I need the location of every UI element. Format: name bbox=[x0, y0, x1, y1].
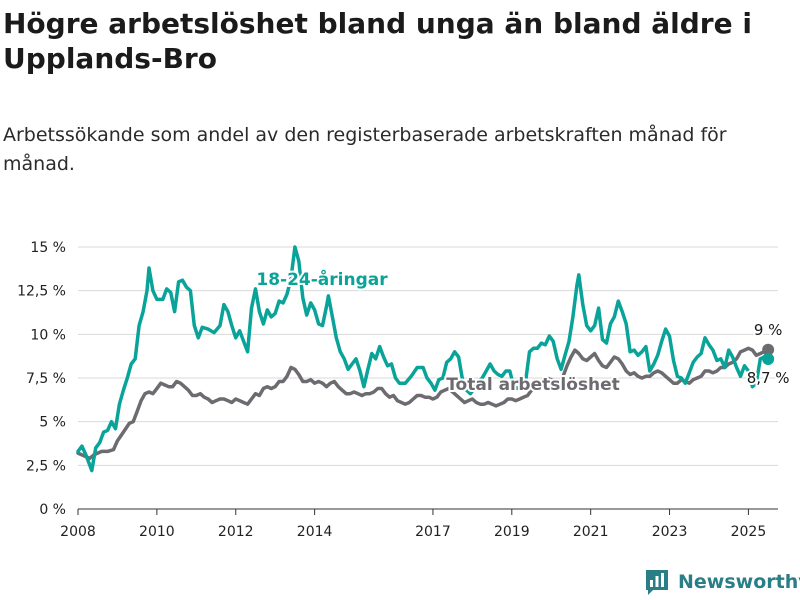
x-tick-label: 2010 bbox=[139, 524, 175, 540]
newsworthy-brand[interactable]: Newsworthy bbox=[644, 567, 800, 597]
series-label-total: Total arbetslöshet bbox=[446, 375, 620, 395]
series-label-youth: 18-24-åringar bbox=[256, 268, 388, 290]
series-lines bbox=[76, 245, 775, 473]
series-line-youth bbox=[76, 245, 770, 473]
series-end-point-youth bbox=[762, 353, 775, 366]
x-tick-label: 2008 bbox=[60, 524, 96, 540]
chart-title: Högre arbetslöshet bland unga än bland ä… bbox=[3, 7, 752, 75]
series-end-point-total bbox=[762, 343, 775, 356]
brand-name: Newsworthy bbox=[678, 571, 800, 593]
end-value-label-youth: 8,7 % bbox=[747, 369, 790, 387]
y-tick-label: 12,5 % bbox=[17, 284, 66, 300]
series-line-total bbox=[76, 346, 770, 461]
x-tick-label: 2019 bbox=[494, 524, 530, 540]
x-tick-label: 2023 bbox=[652, 524, 688, 540]
y-tick-label: 15 % bbox=[30, 240, 66, 256]
y-tick-label: 2,5 % bbox=[26, 458, 66, 474]
newsworthy-logo-icon bbox=[646, 570, 668, 595]
x-axis: 2008 2010 2012 2014 2017 2019 2021 2023 2025 bbox=[60, 509, 766, 540]
chart-subtitle: Arbetssökande som andel av den registerb… bbox=[3, 124, 727, 175]
y-tick-label: 5 % bbox=[39, 415, 66, 431]
x-tick-label: 2012 bbox=[218, 524, 254, 540]
y-tick-label: 0 % bbox=[39, 502, 66, 518]
x-tick-label: 2014 bbox=[297, 524, 333, 540]
y-axis: 0 % 2,5 % 5 % 7,5 % 10 % 12,5 % 15 % bbox=[17, 240, 66, 518]
y-tick-label: 7,5 % bbox=[26, 371, 66, 387]
x-tick-label: 2017 bbox=[415, 524, 451, 540]
y-tick-label: 10 % bbox=[30, 327, 66, 343]
x-tick-label: 2025 bbox=[731, 524, 767, 540]
x-tick-label: 2021 bbox=[573, 524, 609, 540]
series-labels: 18-24-åringar Total arbetslöshet 9 % 8,7 % bbox=[254, 266, 791, 397]
end-value-label-total: 9 % bbox=[754, 321, 783, 339]
